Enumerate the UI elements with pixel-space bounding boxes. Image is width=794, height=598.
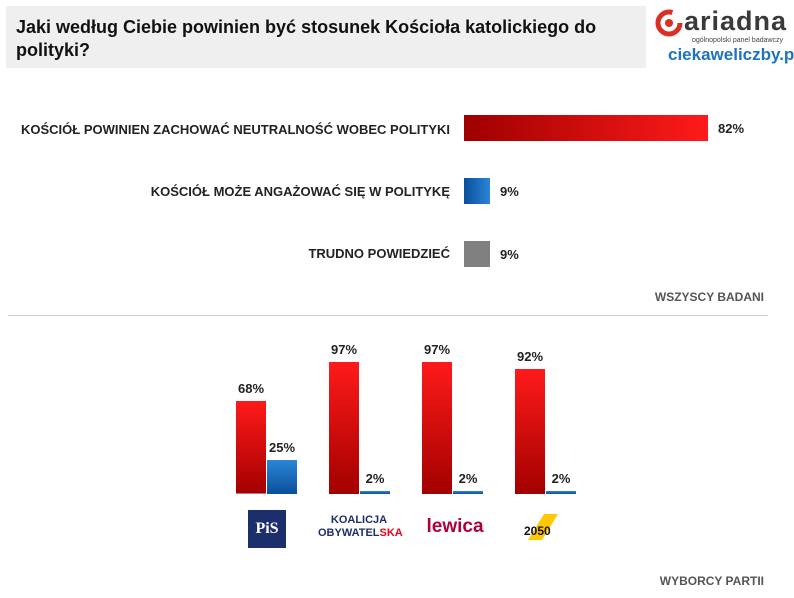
hbar [464, 178, 490, 204]
hbar-value-label: 9% [500, 247, 519, 262]
vbar-value-label: 2% [551, 471, 571, 486]
vbar [515, 368, 545, 494]
lewica-logo: lewica [426, 516, 484, 537]
logo-tagline: ogólnopolski panel badawczy [692, 37, 784, 44]
pl2050-logo-text: 2050 [524, 524, 551, 538]
hbar [464, 241, 490, 267]
ko-logo-line2b: SKA [379, 527, 403, 539]
vbar [422, 362, 452, 494]
party-voters-note: WYBORCY PARTII [659, 574, 764, 588]
vbar-value-label: 68% [237, 381, 265, 397]
vbar [453, 491, 483, 494]
vbar [329, 362, 359, 494]
pl2050-logo-mark [528, 514, 558, 540]
vbar-value-label: 92% [516, 348, 544, 364]
pis-logo-text: PiS [255, 520, 279, 537]
vbar [236, 401, 266, 494]
all-respondents-note: WSZYSCY BADANI [654, 290, 764, 304]
ariadna-logo: ariadna ogólnopolski panel badawczy ciek… [652, 4, 794, 74]
divider [8, 315, 768, 316]
pis-logo-box: PiS [248, 510, 286, 548]
vbar [360, 491, 390, 494]
ko-logo-line2: OBYWATELSKA [318, 527, 403, 540]
vbar-value-label: 2% [458, 471, 478, 486]
vbar-value-label: 25% [268, 439, 296, 455]
vbar-value-label: 2% [365, 471, 385, 486]
vbar [546, 491, 576, 494]
pis-logo: PiS [248, 510, 288, 548]
hbar-value-label: 9% [500, 184, 519, 199]
ko-logo: KOALICJA OBYWATELSKA [318, 514, 403, 552]
vbar-value-label: 97% [423, 342, 451, 357]
title-box: Jaki według Ciebie powinien być stosunek… [6, 6, 646, 68]
ko-logo-line1: KOALICJA [330, 514, 388, 526]
logo-name: ariadna [684, 6, 788, 36]
pl2050-logo: 2050 [522, 510, 562, 548]
logo-url: ciekaweliczby.pl [668, 45, 794, 64]
chart-title: Jaki według Ciebie powinien być stosunek… [16, 17, 597, 60]
hbar-label: KOŚCIÓŁ MOŻE ANGAŻOWAĆ SIĘ W POLITYKĘ [150, 184, 450, 199]
hbar-label: KOŚCIÓŁ POWINIEN ZACHOWAĆ NEUTRALNOŚĆ WO… [21, 122, 450, 137]
hbar-label: TRUDNO POWIEDZIEĆ [308, 246, 450, 261]
ariadna-ring-icon [655, 9, 683, 37]
vbar-value-label: 97% [330, 342, 358, 357]
hbar-value-label: 82% [718, 121, 745, 136]
hbar [464, 115, 708, 141]
vbar [267, 459, 297, 494]
ko-logo-line2a: OBYWATEL [318, 527, 380, 539]
